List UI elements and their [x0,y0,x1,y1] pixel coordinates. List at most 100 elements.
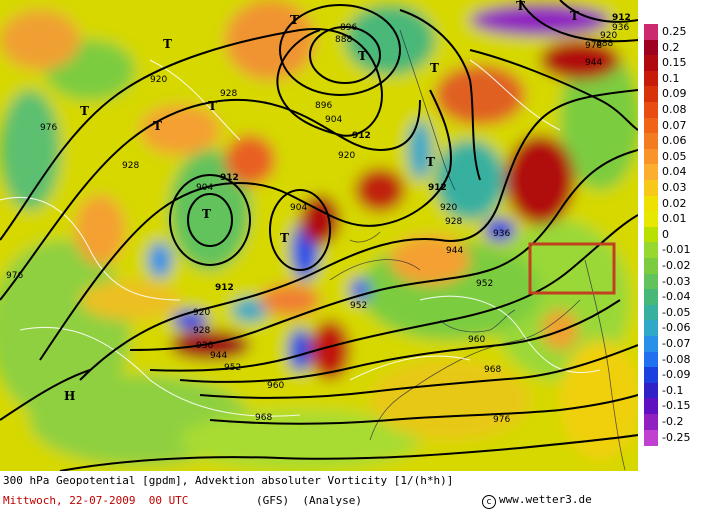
colorscale-label: 0.04 [662,165,687,179]
contour-label: 968 [484,365,501,375]
contour-label: 920 [193,308,210,318]
zero-isolines [0,59,601,417]
contour-label: 976 [40,123,57,133]
low-marker: T [358,49,367,63]
colorscale-swatch [644,336,658,353]
high-marker: H [64,389,75,403]
contour-label: 936 [196,341,213,351]
colorscale-swatch [644,242,658,259]
contour-label: 912 [215,283,234,293]
low-marker: T [290,13,299,27]
contour-label: 928 [193,326,210,336]
contour-label: 896 [340,23,357,33]
colorscale-swatch [644,39,658,56]
contour-label: 952 [350,301,367,311]
contour-label: 912 [220,173,239,183]
colorscale-swatch [644,70,658,87]
contour-label: 904 [290,203,307,213]
contour-label: 912 [428,183,447,193]
low-marker: T [153,119,162,133]
colorscale-label: 0.25 [662,25,687,38]
colorscale-swatch [644,258,658,275]
contour-label: 904 [325,115,342,125]
contour-label: 920 [338,151,355,161]
pressure-centers: T T T T T T T T T T T T H [64,0,579,403]
colorscale-label: 0.05 [662,149,687,163]
contour-label: 960 [468,335,485,345]
colorscale-label: -0.02 [662,259,691,272]
colorscale-swatch [644,398,658,415]
colorscale-label: -0.2 [662,415,684,428]
low-marker: T [280,231,289,245]
colorscale-swatch [644,367,658,384]
contour-label: 978 [585,41,602,51]
colorscale-swatch [644,289,658,306]
colorscale-label: 0.06 [662,134,687,148]
low-marker: T [426,155,435,169]
colorscale-swatch [644,195,658,212]
colorscale-label: -0.1 [662,383,684,397]
colorscale-label: -0.08 [662,352,691,366]
colorscale-swatch [644,429,658,446]
contour-labels: 912 912 912 912 912 904 904 904 896 896 … [6,13,631,425]
colorscale-label: -0.06 [662,321,691,335]
contour-label: 920 [150,75,167,85]
contour-label: 968 [255,413,272,423]
contour-label: 944 [585,58,602,68]
colorscale-swatch [644,226,658,243]
colorscale-swatch [644,382,658,399]
contour-label: 912 [612,13,631,23]
low-marker: T [570,9,579,23]
contour-label: 936 [493,229,510,239]
colorscale-swatch [644,86,658,103]
low-marker: T [208,99,217,113]
copyright-icon: c [482,495,496,509]
contour-label: 936 [612,23,629,33]
contour-label: 888 [596,39,613,49]
highlight-box [528,242,616,295]
colorscale-label: 0.15 [662,56,687,70]
contour-label: 952 [224,363,241,373]
caption-bar: 300 hPa Geopotential [gpdm], Advektion a… [0,472,704,513]
low-marker: T [202,207,211,221]
caption-date: Mittwoch, 22-07-2009 00 UTC [3,494,189,507]
colorscale-swatch [644,211,658,228]
contour-label: 904 [196,183,213,193]
colorscale-label: -0.05 [662,305,691,319]
colorscale-label: 0 [662,227,669,241]
colorscale-swatch [644,273,658,290]
colorscale-swatch [644,351,658,368]
contour-label: 912 [352,131,371,141]
contour-label: 928 [220,89,237,99]
colorscale-label: -0.25 [662,430,691,444]
colorscale-label: -0.03 [662,274,691,288]
colorscale-label: 0.09 [662,87,687,101]
colorscale-label: -0.04 [662,290,691,304]
colorscale-swatch [644,164,658,181]
source-url: www.wetter3.de [499,493,592,506]
low-marker: T [516,0,525,13]
contour-label: 960 [267,381,284,391]
contour-label: 944 [446,246,463,256]
contour-label: 896 [315,101,332,111]
colorscale-label: -0.01 [662,243,691,257]
contour-label: 944 [210,351,227,361]
colorscale-label: -0.15 [662,399,691,413]
low-marker: T [80,104,89,118]
colorscale-swatch [644,320,658,337]
colorscale-swatch [644,24,658,41]
contour-label: 976 [493,415,510,425]
weather-map-canvas: 912 912 912 912 912 904 904 904 896 896 … [0,0,638,471]
colorscale-legend: 0.25 0.2 0.15 0.1 0.09 0.08 0.07 0.06 0.05 0.04 0.… [640,24,704,460]
contour-label: 920 [600,31,617,41]
geopotential-contours [0,0,638,471]
colorscale-swatch [644,180,658,197]
colorscale-swatch [644,55,658,72]
contour-label: 952 [476,279,493,289]
colorscale-label: -0.07 [662,337,691,350]
colorscale-swatch [644,102,658,119]
contour-label: 888 [335,35,352,45]
colorscale-swatch [644,117,658,134]
contour-label: 928 [445,217,462,227]
contour-label: 928 [122,161,139,171]
